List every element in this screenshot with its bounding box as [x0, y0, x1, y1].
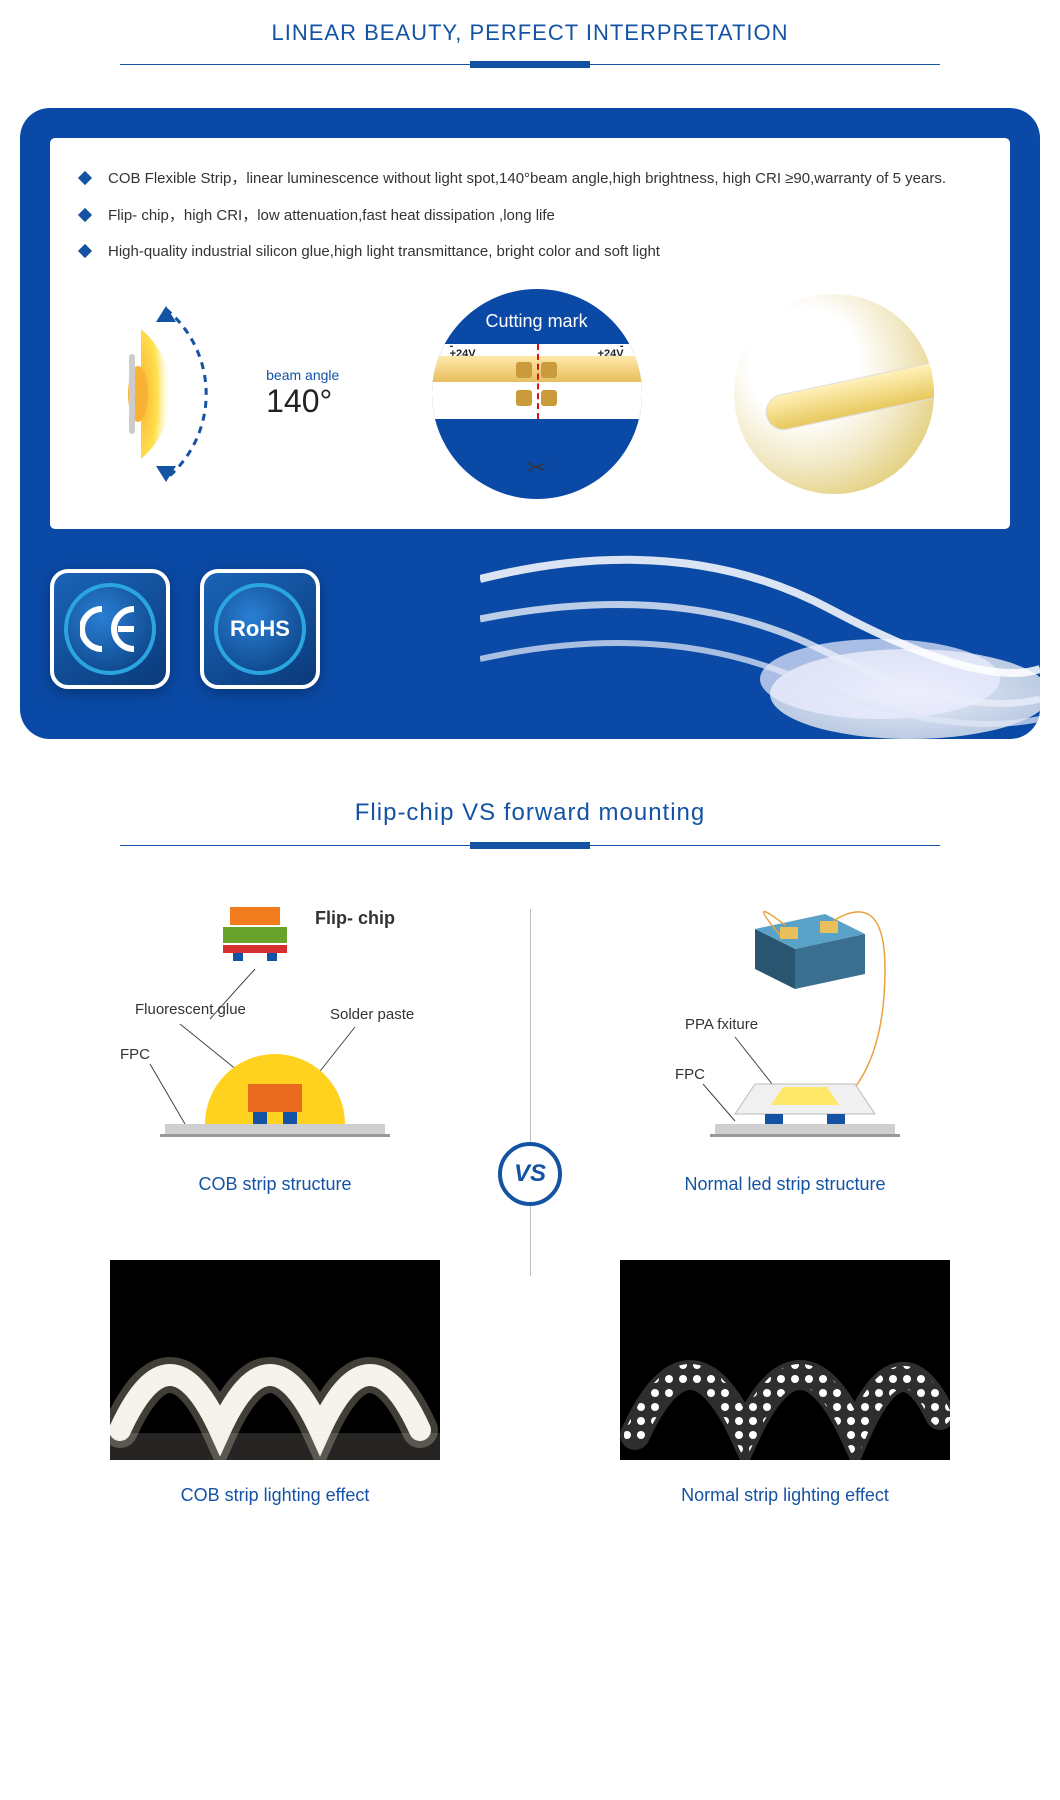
- section-title-2: Flip-chip VS forward mounting: [0, 799, 1060, 827]
- cob-structure-diagram: Flip- chip Fluorescent glue Solder paste…: [115, 899, 435, 1159]
- strip-reel-image: [734, 294, 934, 494]
- beam-value: 140°: [266, 383, 339, 420]
- section-underline-1: [0, 61, 1060, 68]
- diamond-icon: [78, 244, 92, 258]
- light-curves-decoration: [480, 519, 1040, 739]
- comparison-section: VS Flip- chip Fluorescent glue Solder pa…: [40, 899, 1020, 1506]
- section-title-1: LINEAR BEAUTY, PERFECT INTERPRETATION: [0, 20, 1060, 46]
- normal-effect-title: Normal strip lighting effect: [681, 1485, 889, 1506]
- compare-left: Flip- chip Fluorescent glue Solder paste…: [40, 899, 510, 1506]
- feature-card: COB Flexible Strip，linear luminescence w…: [50, 138, 1010, 529]
- fpc-label-left: FPC: [120, 1046, 150, 1063]
- ce-badge: [50, 569, 170, 689]
- diamond-icon: [78, 207, 92, 221]
- feature-bullets: COB Flexible Strip，linear luminescence w…: [80, 168, 980, 264]
- bullet-item: COB Flexible Strip，linear luminescence w…: [80, 168, 980, 191]
- cob-structure-title: COB strip structure: [198, 1174, 351, 1195]
- solder-label: Solder paste: [330, 1006, 414, 1023]
- section-underline-2: [0, 842, 1060, 849]
- diamond-icon: [78, 171, 92, 185]
- ppa-label: PPA fxiture: [685, 1016, 758, 1033]
- section-header-1: LINEAR BEAUTY, PERFECT INTERPRETATION: [0, 0, 1060, 78]
- certification-row: RoHS: [20, 549, 1040, 739]
- scissor-icon: ✂: [527, 455, 545, 481]
- rohs-icon: RoHS: [214, 583, 306, 675]
- bullet-item: Flip- chip，high CRI，low attenuation,fast…: [80, 205, 980, 228]
- feature-panel: COB Flexible Strip，linear luminescence w…: [20, 108, 1040, 739]
- normal-effect-image: [620, 1260, 950, 1460]
- bullet-text: COB Flexible Strip，linear luminescence w…: [108, 168, 946, 191]
- bullet-item: High-quality industrial silicon glue,hig…: [80, 241, 980, 264]
- fpc-label-right: FPC: [675, 1066, 705, 1083]
- ce-icon: [64, 583, 156, 675]
- cutmark-strip: +24V +24V - -: [432, 344, 642, 419]
- fluorescent-label: Fluorescent glue: [135, 1001, 246, 1018]
- rohs-badge: RoHS: [200, 569, 320, 689]
- cutting-mark-diagram: Cutting mark +24V +24V - -: [432, 289, 642, 499]
- bullet-text: High-quality industrial silicon glue,hig…: [108, 241, 660, 264]
- neg-left-label: -: [450, 340, 454, 415]
- normal-structure-diagram: PPA fxiture FPC: [625, 899, 945, 1159]
- feature-icons: beam angle 140° Cutting mark +24V +24V: [80, 289, 980, 499]
- flip-chip-label: Flip- chip: [315, 908, 395, 928]
- cutmark-title: Cutting mark: [486, 311, 588, 332]
- normal-structure-title: Normal led strip structure: [684, 1174, 885, 1195]
- compare-right: PPA fxiture FPC Normal led strip structu…: [550, 899, 1020, 1506]
- cob-effect-image: [110, 1260, 440, 1460]
- beam-label: beam angle: [266, 367, 339, 383]
- beam-angle-diagram: beam angle 140°: [126, 294, 339, 494]
- cob-effect-title: COB strip lighting effect: [181, 1485, 370, 1506]
- neg-right-label: -: [620, 340, 624, 415]
- beam-svg: [126, 294, 256, 494]
- bullet-text: Flip- chip，high CRI，low attenuation,fast…: [108, 205, 555, 228]
- section-header-2: Flip-chip VS forward mounting: [0, 779, 1060, 859]
